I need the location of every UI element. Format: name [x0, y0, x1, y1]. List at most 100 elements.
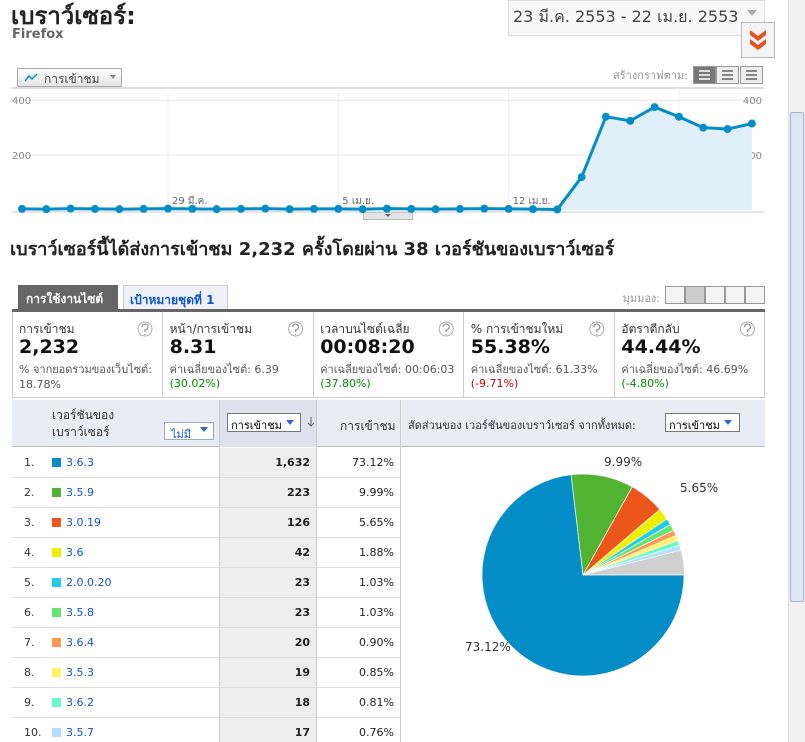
- visits-cell: [220, 658, 316, 687]
- pie-slice: [582, 529, 677, 576]
- row: [12, 568, 400, 598]
- share-caption: สัดส่วนของ เวอร์ชันของเบราว์เซอร์ จากทั้…: [408, 419, 636, 432]
- row: [12, 538, 400, 568]
- visits-cell: [220, 508, 316, 537]
- scroll-thumb: [790, 112, 804, 602]
- row-share: 9.99%: [359, 486, 394, 499]
- data-point: [626, 116, 635, 125]
- metric-button[interactable]: [17, 68, 122, 87]
- row-version[interactable]: 3.5.7: [66, 726, 94, 739]
- graph-by-option[interactable]: [693, 66, 716, 84]
- row-rank: 3.: [24, 516, 35, 529]
- range-handle: [363, 212, 413, 220]
- graph-by-label: สร้างกราฟตาม:: [613, 69, 688, 82]
- scorecard-label: เวลาบนไซต์เฉลี่ย: [320, 322, 410, 336]
- row-swatch: [52, 728, 61, 737]
- y-tick-label: 200: [743, 151, 762, 162]
- data-point: [431, 205, 440, 214]
- row-share: 1.88%: [359, 546, 394, 559]
- row-version[interactable]: 3.0.19: [66, 516, 101, 529]
- scorecard-value: 8.31: [169, 336, 217, 358]
- data-point: [577, 173, 586, 182]
- data-point: [528, 205, 537, 214]
- row-share: 1.03%: [359, 606, 394, 619]
- y-tick-label: 400: [12, 96, 31, 107]
- visits-cell: [220, 448, 316, 477]
- view-option[interactable]: [705, 286, 725, 304]
- row-version[interactable]: 3.5.9: [66, 486, 94, 499]
- row-share: 5.65%: [359, 516, 394, 529]
- row: [12, 448, 400, 478]
- x-tick-label: 19 เม.ย.: [683, 196, 721, 207]
- row-version[interactable]: 3.6.4: [66, 636, 94, 649]
- scorecard: [614, 312, 766, 398]
- graph-by-option[interactable]: [716, 66, 739, 84]
- data-point: [163, 204, 172, 213]
- view-label: มุมมอง:: [622, 292, 660, 305]
- row-rank: 7.: [24, 636, 35, 649]
- scorecard: [313, 312, 465, 398]
- pie-slice: [582, 540, 680, 576]
- export-button[interactable]: [741, 22, 775, 58]
- data-point: [553, 205, 562, 214]
- row-share: 0.85%: [359, 666, 394, 679]
- pie-label: 73.12%: [465, 640, 511, 654]
- row-version[interactable]: 3.5.8: [66, 606, 94, 619]
- data-point: [334, 204, 343, 213]
- data-point: [504, 204, 513, 213]
- data-point: [115, 205, 124, 214]
- row-visits: 1,632: [275, 456, 310, 469]
- row-share: 0.81%: [359, 696, 394, 709]
- row: [12, 478, 400, 508]
- row-swatch: [52, 698, 61, 707]
- view-option[interactable]: [745, 286, 765, 304]
- row-version[interactable]: 2.0.0.20: [66, 576, 112, 589]
- row-version[interactable]: 3.5.3: [66, 666, 94, 679]
- view-option[interactable]: [685, 286, 705, 304]
- row-rank: 2.: [24, 486, 35, 499]
- scorecard-value: 00:08:20: [320, 336, 415, 358]
- secondary-select[interactable]: ไม่มี: [164, 422, 214, 441]
- graph-by-option[interactable]: [740, 66, 763, 84]
- share-select[interactable]: การเข้าชม: [665, 413, 740, 432]
- row-version[interactable]: 3.6.2: [66, 696, 94, 709]
- visits-cell: [220, 628, 316, 657]
- sort-select[interactable]: การเข้าชม: [227, 413, 301, 432]
- row: [12, 598, 400, 628]
- pie-slice: [582, 524, 675, 576]
- y-tick-label: 400: [743, 96, 762, 107]
- data-point: [139, 204, 148, 213]
- row-visits: 18: [294, 696, 310, 709]
- row-visits: 42: [294, 546, 310, 559]
- visits-cell: [220, 718, 316, 742]
- area: [22, 107, 752, 210]
- row-rank: 6.: [24, 606, 35, 619]
- row-visits: 23: [294, 606, 310, 619]
- data-point: [285, 205, 294, 214]
- scorecard-note: ค่าเฉลี่ยของไซต์: 46.69%: [621, 363, 749, 376]
- row-share: 0.76%: [359, 726, 394, 739]
- tab-active[interactable]: การใช้งานไซต์: [18, 285, 118, 310]
- tab[interactable]: เป้าหมายชุดที่ 1: [123, 285, 228, 310]
- scorecard-label: หน้า/การเข้าชม: [169, 322, 253, 336]
- scorecard-change: (30.02%): [169, 377, 221, 390]
- visits-cell: [220, 568, 316, 597]
- scorecard: [463, 312, 615, 398]
- row-version[interactable]: 3.6.3: [66, 456, 94, 469]
- date-box[interactable]: [508, 0, 765, 36]
- pie-slice: [582, 535, 679, 576]
- view-option[interactable]: [725, 286, 745, 304]
- row-rank: 10.: [24, 726, 42, 739]
- scorecard-label: % การเข้าชมใหม่: [470, 322, 564, 336]
- row-version[interactable]: 3.6: [66, 546, 84, 559]
- scorecard-change: (37.80%): [320, 377, 371, 390]
- row-swatch: [52, 608, 61, 617]
- line: [21, 105, 753, 211]
- data-point: [674, 112, 683, 121]
- row-rank: 9.: [24, 696, 35, 709]
- view-option[interactable]: [665, 286, 685, 304]
- scorecard-note: % จากยอดรวมของเว็บไซต์: 18.78%: [19, 363, 153, 391]
- data-point: [747, 119, 756, 128]
- data-point: [261, 204, 270, 213]
- row-rank: 1.: [24, 456, 35, 469]
